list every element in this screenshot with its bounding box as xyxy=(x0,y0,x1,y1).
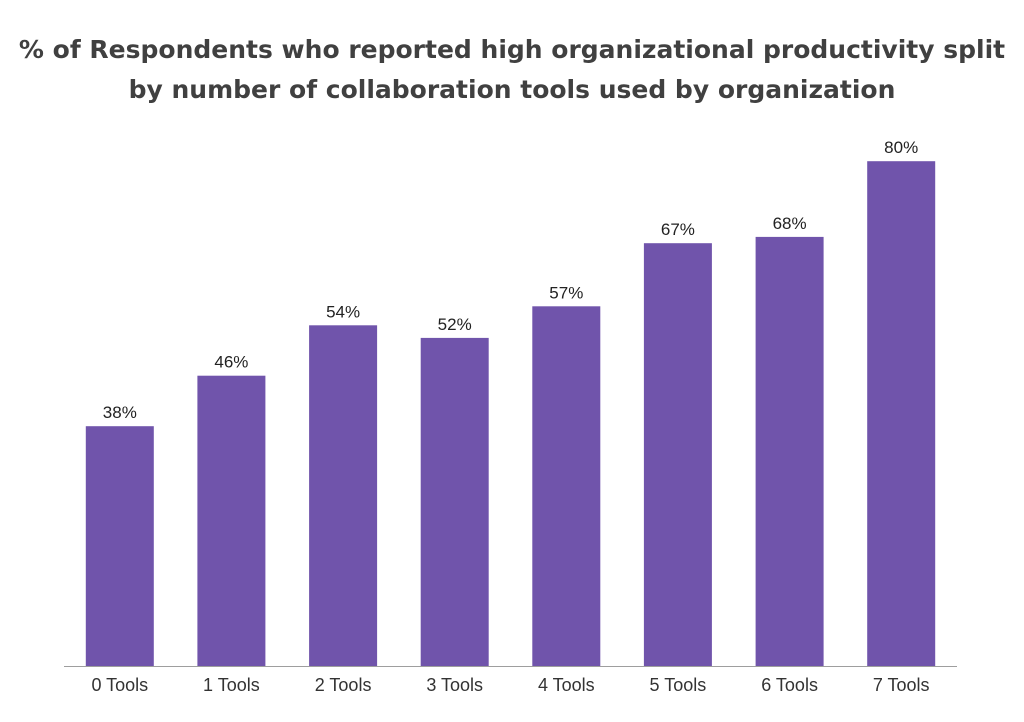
bar-1-tools xyxy=(197,375,266,666)
value-label-5-tools: 67% xyxy=(661,220,695,239)
chart-title-line-1: % of Respondents who reported high organ… xyxy=(18,35,1006,64)
bar-7-tools xyxy=(867,161,936,666)
x-tick-label-0-tools: 0 Tools xyxy=(91,675,148,695)
value-label-2-tools: 54% xyxy=(326,302,360,321)
value-label-6-tools: 68% xyxy=(773,214,807,233)
bars-group xyxy=(85,161,936,666)
bar-6-tools xyxy=(755,236,824,666)
value-label-0-tools: 38% xyxy=(103,403,137,422)
bar-5-tools xyxy=(643,243,712,666)
value-label-7-tools: 80% xyxy=(884,138,918,157)
bar-4-tools xyxy=(532,306,601,666)
value-label-1-tools: 46% xyxy=(214,353,248,372)
x-tick-label-4-tools: 4 Tools xyxy=(538,675,595,695)
chart-title: % of Respondents who reported high organ… xyxy=(0,30,1024,110)
x-tick-label-6-tools: 6 Tools xyxy=(761,675,818,695)
bar-2-tools xyxy=(309,325,378,666)
x-tick-labels-group: 0 Tools 1 Tools 2 Tools 3 Tools 4 Tools 5 Too… xyxy=(91,675,929,695)
value-label-4-tools: 57% xyxy=(549,283,583,302)
value-labels-group: 38% 46% 54% 52% 57% 67% 68% 80% xyxy=(103,138,918,422)
x-tick-label-1-tools: 1 Tools xyxy=(203,675,260,695)
bar-3-tools xyxy=(420,337,489,666)
bar-0-tools xyxy=(85,426,154,666)
chart-title-line-2: by number of collaboration tools used by… xyxy=(128,75,896,104)
x-tick-label-7-tools: 7 Tools xyxy=(873,675,930,695)
value-label-3-tools: 52% xyxy=(438,315,472,334)
x-tick-label-2-tools: 2 Tools xyxy=(315,675,372,695)
x-tick-label-5-tools: 5 Tools xyxy=(650,675,707,695)
x-tick-label-3-tools: 3 Tools xyxy=(426,675,483,695)
